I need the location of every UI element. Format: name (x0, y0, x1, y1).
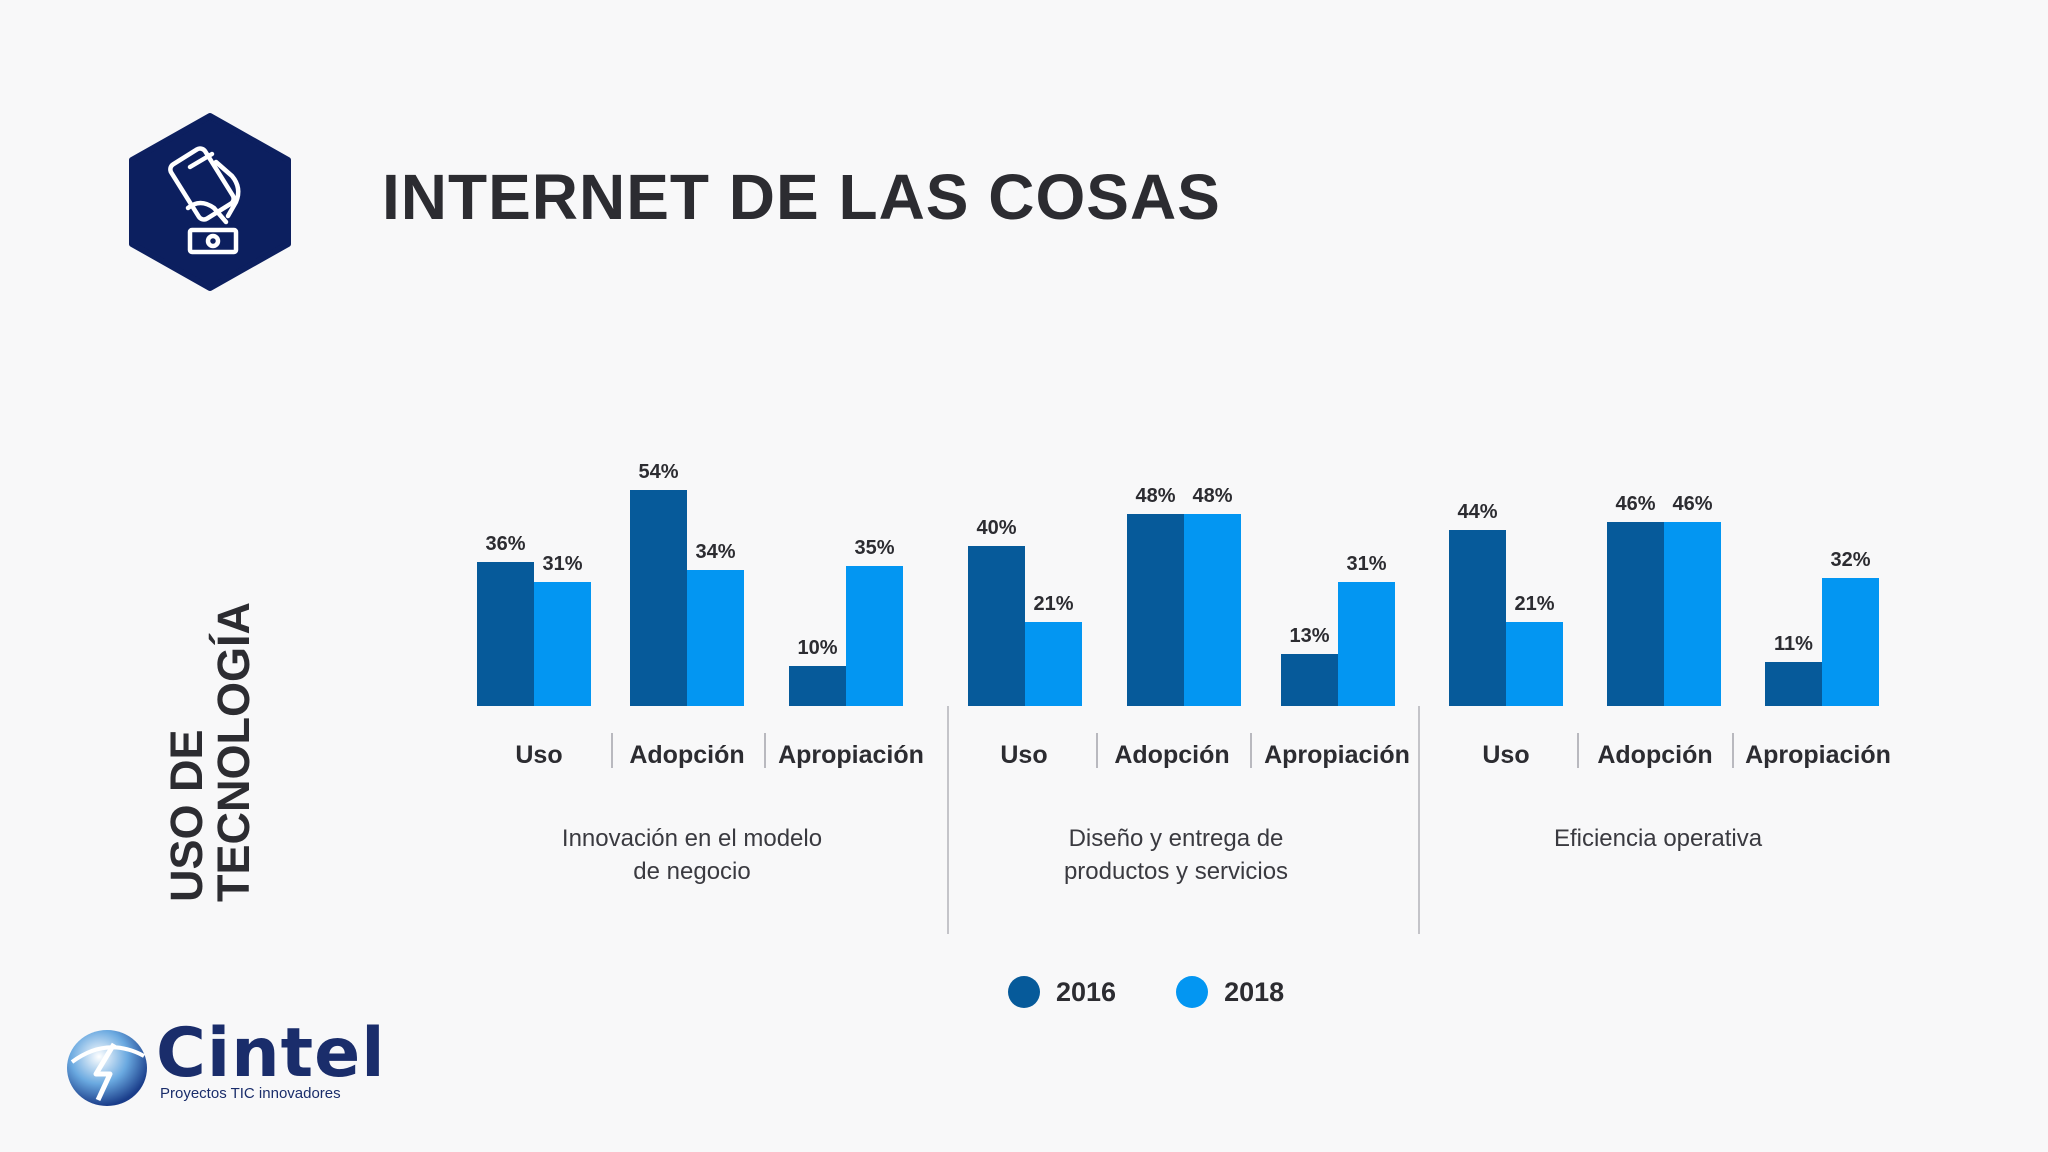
logo-tagline: Proyectos TIC innovadores (160, 1085, 341, 1102)
data-label-2018: 21% (1033, 593, 1073, 615)
data-label-2018: 48% (1192, 485, 1232, 507)
bar-2016 (1281, 654, 1338, 706)
data-label-2018: 32% (1830, 549, 1870, 571)
legend-label-2018: 2018 (1224, 976, 1285, 1007)
category-label: Adopción (1597, 741, 1712, 769)
data-label-2016: 48% (1135, 485, 1175, 507)
bar-2018 (1025, 622, 1082, 706)
data-label-2018: 21% (1514, 593, 1554, 615)
bar-2018 (1506, 622, 1563, 706)
data-label-2016: 10% (797, 637, 837, 659)
page-title: INTERNET DE LAS COSAS (382, 161, 1221, 233)
bar-2016 (968, 546, 1025, 706)
hand-holding-smartphone-icon (168, 146, 241, 255)
bar-2016 (1765, 662, 1822, 706)
hexagon-badge (129, 113, 291, 291)
data-label-2018: 31% (542, 553, 582, 575)
data-label-2018: 34% (695, 541, 735, 563)
group-label: Eficiencia operativa (1554, 825, 1763, 852)
bar-2016 (1127, 514, 1184, 706)
bar-2018 (846, 566, 903, 706)
bar-2016 (630, 490, 687, 706)
data-label-2016: 13% (1289, 625, 1329, 647)
bar-2018 (1664, 522, 1721, 706)
category-label: Uso (1000, 741, 1047, 769)
group-label: de negocio (633, 858, 750, 885)
category-label: Apropiación (1745, 741, 1891, 769)
legend-label-2016: 2016 (1056, 976, 1117, 1007)
data-label-2016: 11% (1774, 633, 1813, 655)
data-label-2016: 44% (1457, 501, 1497, 523)
legend-swatch-2018 (1176, 976, 1209, 1008)
group-label: Innovación en el modelo (562, 825, 822, 852)
data-label-2016: 40% (976, 517, 1016, 539)
category-label: Uso (515, 741, 562, 769)
data-label-2016: 36% (485, 533, 525, 555)
legend: 2016 2018 (1008, 976, 1344, 1008)
legend-item-2016: 2016 (1008, 976, 1116, 1008)
category-label: Apropiación (1264, 741, 1410, 769)
bar-2018 (1822, 578, 1879, 706)
cintel-globe-icon (67, 1030, 147, 1106)
bar-2016 (1449, 530, 1506, 706)
legend-item-2018: 2018 (1176, 976, 1284, 1008)
bar-2018 (1184, 514, 1241, 706)
bar-2018 (687, 570, 744, 706)
data-label-2018: 46% (1672, 493, 1712, 515)
data-label-2016: 46% (1615, 493, 1655, 515)
category-label: Adopción (629, 741, 744, 769)
data-label-2018: 31% (1346, 553, 1386, 575)
bar-2016 (789, 666, 846, 706)
group-label: productos y servicios (1064, 858, 1288, 885)
logo-wordmark: Cintel (156, 1014, 386, 1093)
cintel-logo: Cintel Proyectos TIC innovadores (62, 1020, 385, 1120)
bar-2016 (1607, 522, 1664, 706)
category-label: Apropiación (778, 741, 924, 769)
data-label-2016: 54% (638, 461, 678, 483)
data-label-2018: 35% (854, 537, 894, 559)
group-label: Diseño y entrega de (1069, 825, 1284, 852)
category-label: Uso (1482, 741, 1529, 769)
bar-2016 (477, 562, 534, 706)
legend-swatch-2016 (1008, 976, 1040, 1008)
category-label: Adopción (1114, 741, 1229, 769)
bar-2018 (534, 582, 591, 706)
bar-2018 (1338, 582, 1395, 706)
